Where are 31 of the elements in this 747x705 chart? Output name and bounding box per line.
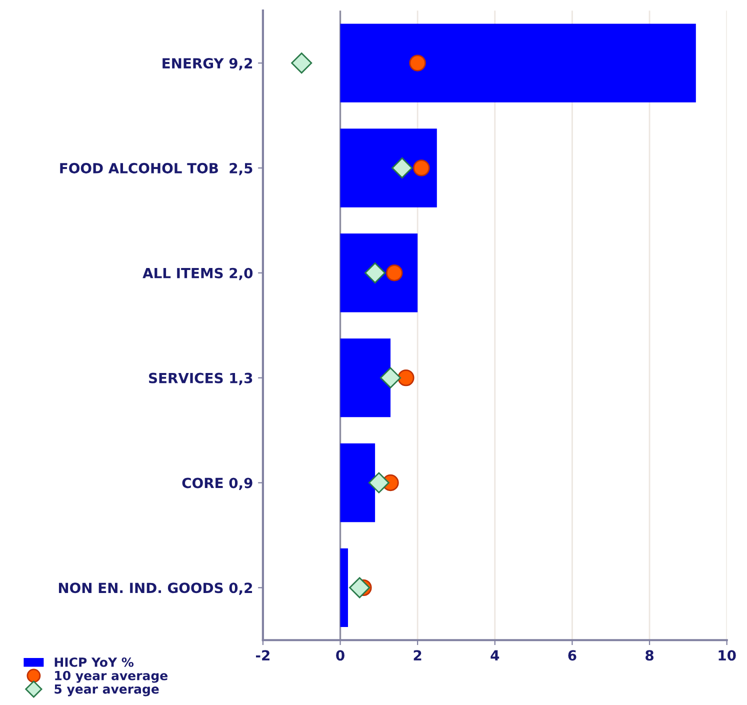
point: [349, 577, 370, 598]
point: [392, 157, 413, 178]
point: [380, 367, 402, 388]
y-tick-label: ALL ITEMS 2,0: [142, 268, 253, 280]
y-tick-label: ENERGY 9,2: [162, 58, 252, 70]
bar: [340, 338, 391, 418]
point: [368, 472, 390, 494]
x-tick-label: 10: [718, 650, 736, 661]
point: [413, 160, 430, 176]
y-tick-label: NON EN. IND. GOODS 0,2: [58, 582, 252, 595]
point: [409, 54, 426, 72]
y-tick-label: FOOD ALCOHOL TOB 2,5: [60, 162, 252, 176]
point: [398, 369, 414, 386]
y-tick-label: SERVICES 1,3: [148, 372, 252, 386]
x-tick-label: 4: [490, 650, 500, 660]
y-tick-label: CORE 0,9: [182, 478, 252, 490]
bar: [340, 234, 418, 312]
bar: [340, 548, 348, 628]
point: [386, 264, 403, 282]
x-tick-label: 2: [414, 650, 422, 660]
legend-label: HICP YoY %: [54, 657, 134, 667]
legend-label: 10 year average: [55, 670, 168, 683]
x-tick-label: 0: [336, 650, 344, 661]
x-tick-label: -2: [256, 650, 270, 660]
point: [291, 52, 312, 74]
bar: [340, 24, 696, 102]
legend-label: 5 year average: [54, 684, 159, 696]
x-tick-label: 6: [568, 650, 576, 661]
bar: [340, 128, 437, 208]
x-tick-label: 8: [646, 650, 654, 661]
bar: [340, 443, 376, 522]
